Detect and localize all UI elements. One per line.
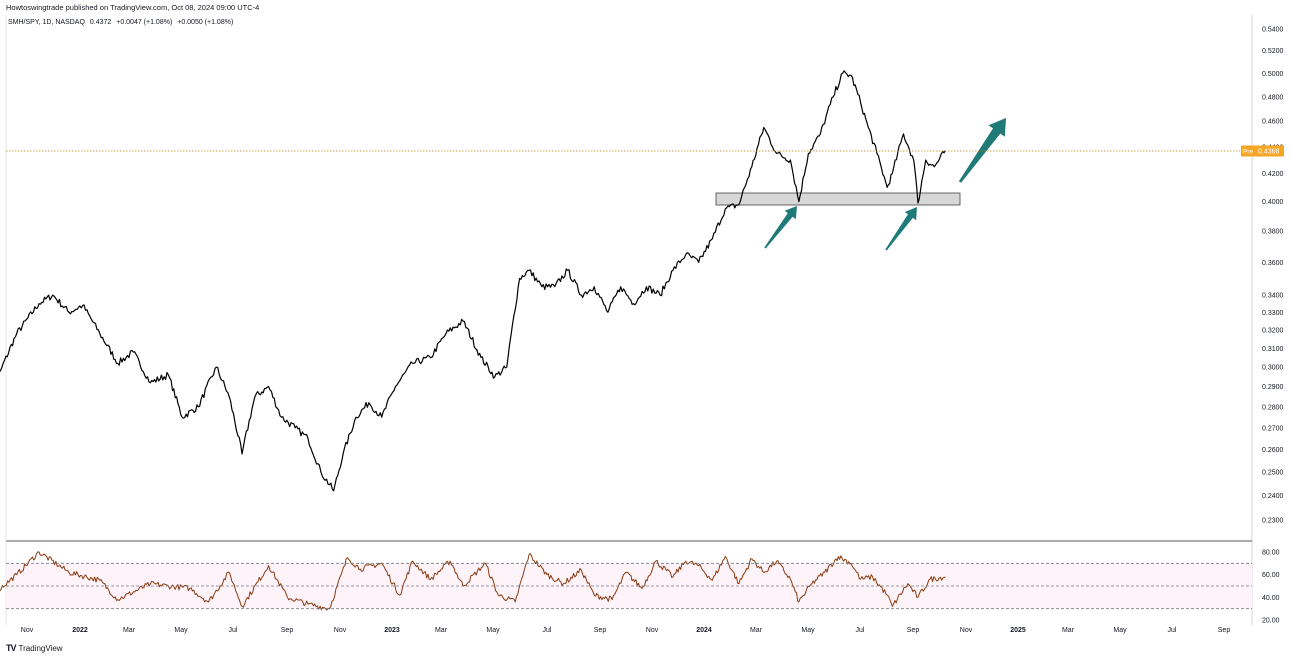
price-axis-tick: 0.3600: [1262, 260, 1284, 267]
rsi-axis-tick: 60.00: [1262, 572, 1280, 579]
change-value: +0.0047 (+1.08%): [116, 19, 173, 26]
rsi-series-line: [0, 551, 946, 611]
price-axis-tick: 0.4200: [1262, 171, 1284, 178]
price-axis-tick: 0.3300: [1262, 310, 1284, 317]
arrow-annotation-2: [885, 207, 917, 251]
time-axis-tick: Sep: [907, 627, 920, 634]
price-axis-tick: 0.2800: [1262, 404, 1284, 411]
time-axis-tick: Jul: [543, 627, 552, 634]
price-axis-tick: 0.4800: [1262, 94, 1284, 101]
rsi-axis-tick: 20.00: [1262, 618, 1280, 625]
footer-brand[interactable]: TV TradingView: [6, 643, 63, 653]
time-axis-tick: Jul: [856, 627, 865, 634]
time-axis-tick: 2025: [1010, 627, 1026, 634]
time-axis-tick: May: [174, 627, 188, 634]
time-axis-tick: Sep: [281, 627, 294, 634]
rsi-axis-tick: 40.00: [1262, 595, 1280, 602]
price-axis-tick: 0.3400: [1262, 293, 1284, 300]
published-by-line: Howtoswingtrade published on TradingView…: [6, 3, 260, 12]
price-axis-tick: 0.3200: [1262, 328, 1284, 335]
tradingview-brand-label: TradingView: [18, 643, 63, 653]
price-axis-tick: 0.4600: [1262, 119, 1284, 126]
current-price-value: 0.4368: [1258, 149, 1280, 156]
time-axis-tick: 2022: [72, 627, 88, 634]
price-axis-tick: 0.2300: [1262, 518, 1284, 525]
time-axis-tick: Jul: [229, 627, 238, 634]
arrow-annotation-1: [764, 206, 797, 249]
price-axis-tick: 0.2500: [1262, 470, 1284, 477]
tradingview-logo-icon: TV: [6, 643, 16, 653]
time-axis-tick: Mar: [1062, 627, 1075, 634]
current-price-box: [1256, 145, 1284, 157]
time-axis-tick: Mar: [435, 627, 448, 634]
time-axis-tick: Mar: [750, 627, 763, 634]
price-axis-tick: 0.3800: [1262, 229, 1284, 236]
time-axis-tick: Sep: [1218, 627, 1231, 634]
pre-market-tag: Pre: [1243, 149, 1254, 156]
time-axis-tick: Nov: [334, 627, 347, 634]
time-axis-tick: Sep: [594, 627, 607, 634]
price-axis-tick: 0.2400: [1262, 493, 1284, 500]
time-axis-tick: Nov: [646, 627, 659, 634]
time-axis-tick: May: [486, 627, 500, 634]
time-axis-tick: May: [801, 627, 815, 634]
time-axis-tick: 2024: [696, 627, 712, 634]
price-layer: [0, 70, 946, 492]
price-axis-tick: 0.2600: [1262, 447, 1284, 454]
change-value-2: +0.0050 (+1.08%): [177, 19, 234, 26]
time-axis-tick: Nov: [960, 627, 973, 634]
axis-layer: 0.54000.52000.50000.48000.46000.44000.42…: [6, 27, 1284, 634]
price-axis-tick: 0.2700: [1262, 425, 1284, 432]
price-axis-tick: 0.3000: [1262, 365, 1284, 372]
price-axis-tick: 0.5000: [1262, 71, 1284, 78]
last-value: 0.4372: [89, 19, 112, 26]
price-axis-tick: 0.5400: [1262, 27, 1284, 34]
rsi-layer: [0, 551, 946, 611]
time-axis-tick: May: [1113, 627, 1127, 634]
symbol-legend: SMH/SPY, 1D, NASDAQ 0.4372 +0.0047 (+1.0…: [8, 19, 236, 26]
time-axis-tick: Jul: [1168, 627, 1177, 634]
time-axis-tick: Mar: [123, 627, 136, 634]
price-axis-tick: 0.5200: [1262, 48, 1284, 55]
time-axis-tick: 2023: [384, 627, 400, 634]
symbol-name: SMH/SPY, 1D, NASDAQ: [8, 19, 85, 26]
arrow-layer: [764, 118, 1006, 251]
price-series-line: [0, 70, 946, 492]
rsi-axis-tick: 80.00: [1262, 550, 1280, 557]
price-axis-tick: 0.4000: [1262, 199, 1284, 206]
price-axis-tick: 0.2900: [1262, 384, 1284, 391]
support-layer: [715, 192, 961, 206]
pre-market-tag-box: [1241, 145, 1256, 157]
support-zone-box: [715, 192, 961, 206]
arrow-annotation-3: [958, 118, 1006, 183]
price-axis-tick: 0.3100: [1262, 346, 1284, 353]
time-axis-tick: Nov: [21, 627, 34, 634]
